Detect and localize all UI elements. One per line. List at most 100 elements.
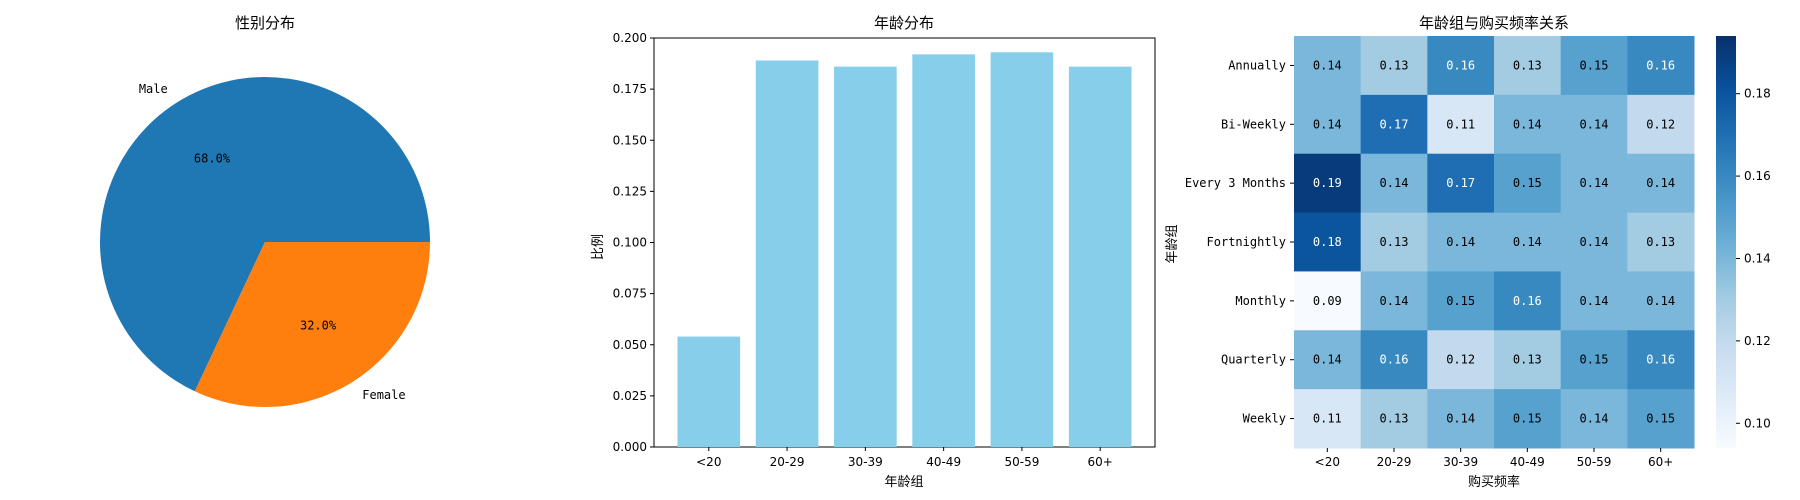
heatmap-cell-value: 0.12 [1446, 353, 1475, 367]
heatmap-cell [1360, 212, 1428, 272]
heatmap-cell-value: 0.16 [1446, 58, 1475, 72]
bar-xlabel: 年龄组 [884, 475, 923, 490]
heatmap-cell-value: 0.13 [1380, 412, 1409, 426]
heatmap-cell-value: 0.13 [1380, 235, 1409, 249]
heatmap-cell-value: 0.12 [1646, 117, 1675, 131]
colorbar-tick-label: 0.10 [1744, 416, 1771, 430]
heatmap-cell-value: 0.14 [1313, 117, 1342, 131]
y-tick-label: Bi-Weekly [1221, 117, 1286, 131]
heatmap-cell [1294, 389, 1362, 449]
y-tick-label: Weekly [1243, 412, 1286, 426]
heatmap-cell [1427, 271, 1495, 331]
pie-pct-label: 32.0% [300, 319, 337, 333]
x-tick-label: 20-29 [1377, 455, 1412, 469]
heatmap-cell-value: 0.13 [1513, 353, 1542, 367]
heatmap-cell-value: 0.15 [1580, 353, 1609, 367]
heatmap-cell [1360, 94, 1428, 155]
y-tick-label: 0.075 [613, 287, 647, 301]
heatmap-cell [1360, 330, 1428, 390]
heatmap-cell-value: 0.14 [1580, 235, 1609, 249]
heatmap-cell [1360, 389, 1428, 449]
heatmap-cell [1427, 94, 1495, 155]
heatmap-cell-value: 0.15 [1446, 294, 1475, 308]
heatmap-cell-value: 0.18 [1313, 235, 1342, 249]
heatmap-cell-value: 0.14 [1646, 176, 1675, 190]
heatmap-cell [1627, 389, 1695, 449]
heatmap-cell [1627, 330, 1695, 390]
heatmap-cell [1494, 271, 1562, 331]
y-tick-label: 0.050 [613, 338, 647, 352]
bar-ylabel: 比例 [591, 234, 606, 260]
pie-title: 性别分布 [235, 14, 295, 32]
x-tick-label: 50-59 [1577, 455, 1612, 469]
heatmap-cell [1560, 94, 1628, 155]
heatmap-cell-value: 0.14 [1513, 235, 1542, 249]
y-tick-label: Annually [1228, 58, 1286, 72]
x-tick-label: 30-39 [1443, 455, 1478, 469]
heatmap-cell [1494, 94, 1562, 155]
heatmap-cell [1360, 36, 1428, 96]
heatmap-cell [1294, 153, 1362, 214]
heatmap-cell-value: 0.14 [1580, 412, 1609, 426]
heatmap-cell-value: 0.14 [1380, 294, 1409, 308]
y-tick-label: 0.000 [613, 440, 647, 454]
heatmap-cell [1560, 212, 1628, 272]
colorbar-tick-label: 0.16 [1744, 169, 1771, 183]
pie-chart: 性别分布 68.0% Male 32.0% Female [99, 14, 431, 407]
heatmap-cell [1560, 330, 1628, 390]
heatmap-cell [1427, 212, 1495, 272]
y-tick-label: 0.100 [613, 236, 647, 250]
bar [1068, 66, 1132, 447]
bar-chart: 年龄分布 年龄组 比例 <20 20-29 30-39 40-49 50-59 60+ 0.… [591, 14, 1156, 490]
pie-label: Male [139, 82, 168, 96]
heatmap-cell-value: 0.14 [1446, 235, 1475, 249]
colorbar-tick-label: 0.12 [1744, 334, 1771, 348]
bar [834, 66, 897, 447]
heatmap-cell-value: 0.16 [1513, 294, 1542, 308]
heatmap-cell [1627, 271, 1695, 331]
heatmap-cell-value: 0.16 [1380, 353, 1409, 367]
heatmap-cell-value: 0.14 [1580, 117, 1609, 131]
heatmap-cell [1494, 330, 1562, 390]
heatmap-cell [1294, 36, 1362, 96]
y-tick-label: 0.125 [613, 184, 647, 198]
y-tick-label: 0.200 [613, 31, 647, 45]
heatmap-cell-value: 0.15 [1646, 412, 1675, 426]
colorbar-tick-label: 0.18 [1744, 87, 1771, 101]
heatmap-cell-value: 0.11 [1313, 412, 1342, 426]
heatmap-cell [1627, 36, 1695, 96]
pie-pct-label: 68.0% [194, 151, 231, 165]
heatmap-cell-value: 0.13 [1646, 235, 1675, 249]
pie-slice-female [194, 242, 430, 407]
y-tick-label: Fortnightly [1207, 235, 1286, 249]
bar [677, 336, 741, 447]
heatmap-cell-value: 0.14 [1313, 353, 1342, 367]
heatmap-cell [1560, 389, 1628, 449]
bar [912, 54, 975, 448]
heatmap-cell [1294, 212, 1362, 272]
x-tick-label: 30-39 [848, 455, 883, 469]
heatmap-cell-value: 0.17 [1446, 176, 1475, 190]
heatmap-cell-value: 0.14 [1513, 117, 1542, 131]
heatmap-cell [1294, 330, 1362, 390]
heatmap-cell-value: 0.13 [1380, 58, 1409, 72]
y-tick-label: Quarterly [1221, 353, 1286, 367]
x-tick-label: 60+ [1648, 455, 1673, 469]
heatmap-cell [1627, 94, 1695, 155]
bar [990, 52, 1054, 447]
heatmap-cell-value: 0.14 [1646, 294, 1675, 308]
heatmap-cell [1627, 153, 1695, 214]
heatmap-cell [1494, 212, 1562, 272]
x-tick-label: 50-59 [1004, 455, 1039, 469]
heatmap-cell [1294, 271, 1362, 331]
heatmap-cell-value: 0.14 [1446, 412, 1475, 426]
heatmap-cell-value: 0.09 [1313, 294, 1342, 308]
pie-label: Female [362, 388, 405, 402]
x-tick-label: <20 [696, 455, 721, 469]
colorbar [1716, 36, 1736, 448]
heatmap-chart: 年龄组与购买频率关系 购买频率 年龄组 0.14 0.13 0.16 0.13 0.15… [1165, 14, 1771, 490]
heatmap-cell [1427, 389, 1495, 449]
heatmap-cell-value: 0.15 [1513, 176, 1542, 190]
y-tick-label: 0.025 [613, 389, 647, 403]
